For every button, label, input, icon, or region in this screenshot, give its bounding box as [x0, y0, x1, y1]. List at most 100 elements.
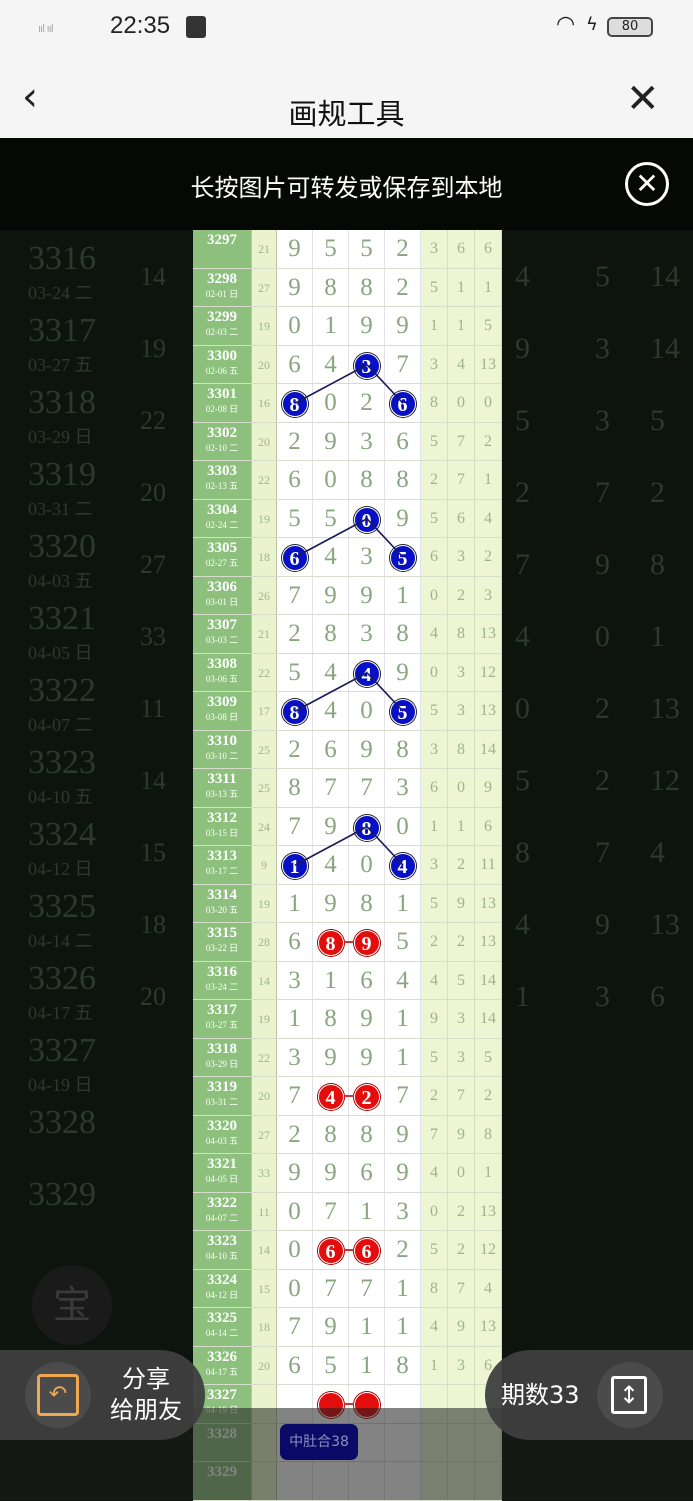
close-button[interactable]: ✕	[626, 76, 660, 122]
background-extra: 1	[650, 620, 665, 653]
digit-cell	[385, 1385, 421, 1423]
table-row: 3312 03-15 日 24 7 9 8 0 1 1 6	[193, 807, 502, 846]
table-row: 3308 03-06 五 22 5 4 4 9 0 3 12	[193, 653, 502, 692]
background-extra: 3	[595, 980, 610, 1013]
extra-cell: 1	[421, 1346, 448, 1384]
share-icon-circle: ↶	[25, 1362, 91, 1428]
digit-cell: 0	[277, 1269, 313, 1307]
background-extra: 7	[595, 836, 610, 869]
extra-cell: 14	[475, 961, 502, 999]
issue-date: 02-03 二	[205, 327, 239, 337]
extra-cell: 2	[448, 923, 475, 961]
digit-cell: 0	[349, 692, 385, 730]
table-row: 3304 02-24 二 19 5 5 0 9 5 6 4	[193, 499, 502, 538]
background-row: 3328	[0, 1104, 693, 1176]
digit-cell: 9	[349, 1038, 385, 1076]
digit-cell: 1	[385, 1038, 421, 1076]
extra-cell: 13	[475, 923, 502, 961]
zhong-button[interactable]: 中肚合38	[280, 1424, 358, 1460]
digit-cell: 2	[277, 730, 313, 768]
issue-date: 04-12 日	[205, 1289, 239, 1300]
issue-number: 3314	[207, 886, 237, 903]
extra-cell: 3	[421, 846, 448, 884]
extra-cell: 1	[448, 268, 475, 306]
digit-cell: 6	[349, 1231, 385, 1269]
digit-cell: 6	[349, 1154, 385, 1192]
issue-number: 3307	[207, 617, 237, 633]
digit-cell: 6	[277, 345, 313, 383]
digit-cell: 1	[313, 961, 349, 999]
digit-cell: 7	[313, 1192, 349, 1230]
back-button[interactable]: ‹	[22, 74, 38, 120]
digit-cell: 8	[349, 1115, 385, 1153]
table-row: 3298 02-01 日 27 9 8 8 2 5 1 1	[193, 268, 502, 307]
issue-cell: 3317 03-27 五	[193, 1000, 251, 1038]
digit-cell: 3	[349, 538, 385, 576]
issue-date: 02-01 日	[205, 288, 239, 299]
issue-number: 3324	[207, 1271, 237, 1288]
issue-date: 03-24 二	[205, 981, 239, 992]
background-extra: 9	[595, 548, 610, 581]
resize-icon-circle[interactable]: ↕	[597, 1362, 663, 1428]
period-label: 期数33	[501, 1381, 580, 1409]
sum-cell: 19	[251, 499, 277, 537]
extra-cell: 5	[421, 268, 448, 306]
digit-cell: 5	[313, 1346, 349, 1384]
background-extra: 4	[515, 908, 530, 941]
issue-number: 3312	[207, 809, 237, 826]
digit-cell: 1	[385, 576, 421, 614]
extra-cell: 5	[421, 692, 448, 730]
extra-cell: 1	[421, 307, 448, 345]
extra-cell: 9	[475, 769, 502, 807]
blue-ball: 8	[353, 814, 380, 841]
background-issue: 3328	[28, 1104, 96, 1141]
digit-cell: 6	[349, 961, 385, 999]
clock: 22:35	[110, 12, 171, 39]
background-date: 04-10 五	[28, 787, 93, 807]
digit-cell: 8	[385, 615, 421, 653]
table-row: 3313 03-17 二 9 1 4 0 4 3 2 11	[193, 846, 502, 885]
red-ball: 8	[317, 930, 344, 957]
digit-cell: 2	[277, 422, 313, 460]
extra-cell: 6	[448, 230, 475, 268]
extra-cell: 5	[448, 961, 475, 999]
extra-cell: 14	[475, 1000, 502, 1038]
table-row: 3323 04-10 五 14 0 6 6 2 5 2 12	[193, 1231, 502, 1270]
digit-cell: 4	[313, 538, 349, 576]
digit-cell: 9	[313, 1038, 349, 1076]
background-row: 3325 04-14 二 18 4 9 13	[0, 888, 693, 960]
toast-close-icon[interactable]: ✕	[625, 162, 669, 206]
extra-cell: 5	[421, 884, 448, 922]
background-date: 04-14 二	[28, 931, 93, 951]
digit-cell: 7	[277, 1308, 313, 1346]
background-sum: 18	[140, 910, 166, 939]
background-issue: 3323	[28, 744, 96, 781]
issue-date: 02-10 二	[205, 442, 239, 453]
sum-cell: 27	[251, 268, 277, 306]
sum-cell: 11	[251, 1192, 277, 1230]
extra-cell: 4	[475, 1269, 502, 1307]
issue-date: 03-13 五	[205, 789, 239, 799]
issue-cell: 3320 04-03 五	[193, 1115, 251, 1153]
background-extra: 2	[595, 692, 610, 725]
table-row: 3299 02-03 二 19 0 1 9 9 1 1 5	[193, 307, 502, 346]
share-label-line2: 给朋友	[110, 1396, 182, 1424]
issue-cell: 3307 03-03 二	[193, 615, 251, 653]
digit-cell: 9	[313, 576, 349, 614]
digit-cell: 8	[349, 884, 385, 922]
digit-cell: 2	[385, 230, 421, 268]
digit-cell: 8	[313, 923, 349, 961]
issue-cell: 3319 03-31 二	[193, 1077, 251, 1115]
background-extra: 4	[650, 836, 665, 869]
sum-cell: 14	[251, 961, 277, 999]
period-button[interactable]: 期数33 ↕	[485, 1350, 693, 1440]
background-extra: 4	[515, 260, 530, 293]
background-extra: 3	[595, 404, 610, 437]
sum-cell: 9	[251, 846, 277, 884]
share-button[interactable]: ↶ 分享 给朋友	[0, 1350, 205, 1440]
chart-image[interactable]: 3297 21 9 5 5 2 3 6 6 3298 02-01 日 27 9 8 8 2 5 1 1 3299 02-…	[193, 230, 502, 1501]
issue-number: 3311	[207, 771, 237, 787]
issue-cell: 3311 03-13 五	[193, 769, 251, 807]
digit-cell: 8	[349, 807, 385, 845]
issue-cell: 3313 03-17 二	[193, 846, 251, 884]
